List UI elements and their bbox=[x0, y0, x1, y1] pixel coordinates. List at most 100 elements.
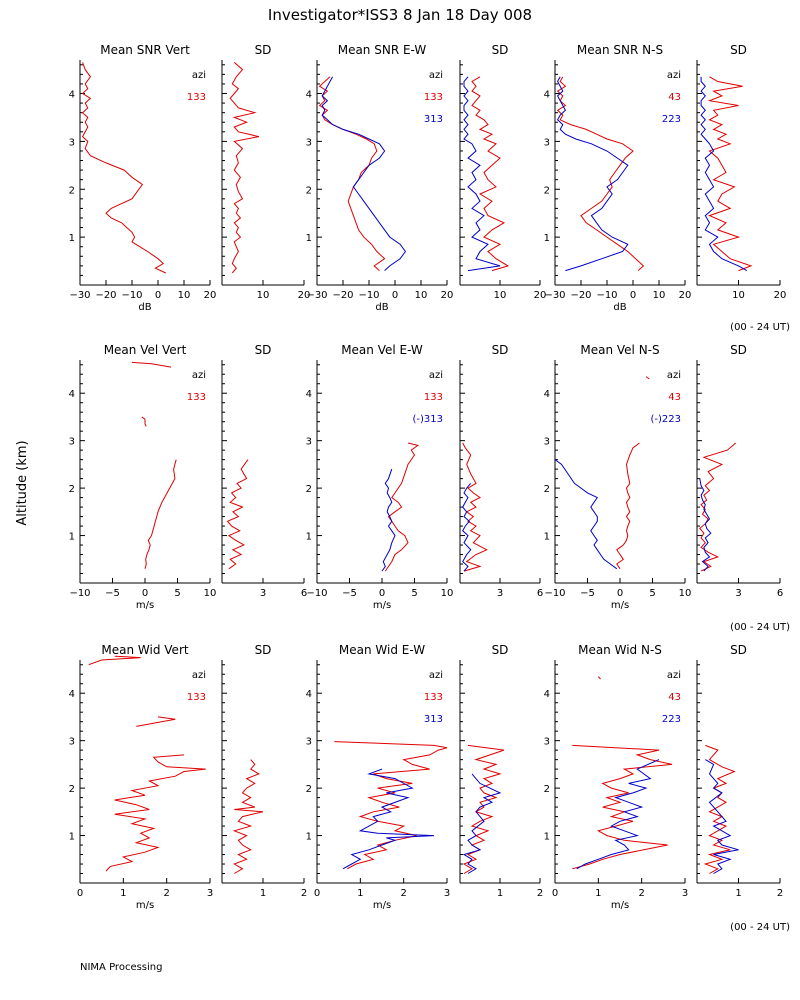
y-tick-label: 3 bbox=[544, 137, 550, 148]
panel-velocity-3: SD 3 6 bbox=[459, 343, 543, 599]
series-line-313 bbox=[462, 483, 472, 572]
series-line-43 bbox=[616, 442, 640, 570]
legend-entry: 43 bbox=[668, 692, 681, 703]
panel-title: Mean Vel E-W bbox=[341, 343, 423, 357]
panel-velocity-5: SD 3 6 bbox=[696, 343, 783, 599]
x-tick-label: 1 bbox=[735, 888, 741, 899]
x-tick-label: 10 bbox=[732, 290, 745, 301]
y-tick-label: 3 bbox=[69, 737, 75, 748]
x-axis-label: dB bbox=[375, 302, 388, 313]
panel-velocity-0: Mean Vel Vert 1 2 3 4 −10 −5 0 5 10 m/s azi 133 bbox=[69, 343, 217, 611]
y-tick-label: 1 bbox=[544, 532, 550, 543]
x-tick-label: 0 bbox=[552, 888, 558, 899]
x-tick-label: 0 bbox=[142, 588, 148, 599]
y-tick-label: 2 bbox=[306, 484, 312, 495]
series-line-133 bbox=[462, 744, 505, 874]
series-line-133 bbox=[384, 442, 419, 572]
y-tick-label: 2 bbox=[306, 185, 312, 196]
x-axis-label: m/s bbox=[611, 600, 629, 611]
y-tick-label: 2 bbox=[544, 484, 550, 495]
x-tick-label: 2 bbox=[777, 888, 783, 899]
legend-header: azi bbox=[667, 70, 681, 81]
y-tick-label: 1 bbox=[69, 832, 75, 843]
y-tick-label: 2 bbox=[544, 185, 550, 196]
series-line-43 bbox=[707, 76, 753, 272]
series-line-133 bbox=[232, 759, 264, 874]
series-line-133 bbox=[105, 754, 206, 872]
x-tick-label: −20 bbox=[570, 290, 591, 301]
y-tick-label: 4 bbox=[544, 389, 550, 400]
legend-header: azi bbox=[192, 70, 206, 81]
y-tick-label: 4 bbox=[306, 689, 312, 700]
y-tick-label: 1 bbox=[306, 832, 312, 843]
panel-title: Mean Vel N-S bbox=[580, 343, 659, 357]
series-line-43b bbox=[645, 376, 650, 380]
panel-width-4: Mean Wid N-S 1 2 3 4 0 1 2 3 m/s azi 43 223 bbox=[544, 643, 689, 911]
legend-header: azi bbox=[192, 670, 206, 681]
y-tick-label: 1 bbox=[306, 233, 312, 244]
panel-snr-3: SD 10 20 bbox=[459, 43, 546, 301]
x-tick-label: −5 bbox=[105, 588, 120, 599]
panel-snr-0: Mean SNR Vert 1 2 3 4 −30 −20 −10 0 10 20 dB azi 133 bbox=[69, 43, 217, 313]
series-line-43 bbox=[572, 744, 673, 870]
panel-title: Mean Vel Vert bbox=[104, 343, 187, 357]
legend-entry: 133 bbox=[187, 92, 206, 103]
x-tick-label: 20 bbox=[298, 290, 311, 301]
series-line-133 bbox=[462, 442, 488, 572]
x-tick-label: −10 bbox=[69, 588, 90, 599]
series-line-223 bbox=[700, 76, 748, 272]
panel-velocity-2: Mean Vel E-W 1 2 3 4 −10 −5 0 5 10 m/s azi 133 (-)313 bbox=[306, 343, 454, 611]
series-line-223 bbox=[556, 76, 629, 272]
series-line-223 bbox=[554, 459, 618, 570]
x-tick-label: 0 bbox=[379, 588, 385, 599]
x-tick-label: 3 bbox=[682, 888, 688, 899]
series-line-223 bbox=[699, 478, 712, 572]
series-line-223 bbox=[705, 759, 739, 874]
x-tick-label: 5 bbox=[174, 588, 180, 599]
x-tick-label: 1 bbox=[595, 888, 601, 899]
series-line-313 bbox=[463, 76, 501, 272]
series-line-133 bbox=[334, 741, 448, 870]
y-tick-label: 4 bbox=[544, 90, 550, 101]
panel-width-2: Mean Wid E-W 1 2 3 4 0 1 2 3 m/s azi 133 313 bbox=[306, 643, 451, 911]
x-tick-label: 3 bbox=[735, 588, 741, 599]
series-line-43b bbox=[597, 676, 601, 680]
series-line-313 bbox=[342, 768, 435, 870]
panel-snr-2: Mean SNR E-W 1 2 3 4 −30 −20 −10 0 10 20 dB azi 133 31… bbox=[306, 43, 454, 313]
x-tick-label: 6 bbox=[537, 588, 543, 599]
x-axis-label: m/s bbox=[136, 600, 154, 611]
panel-velocity-1: SD 3 6 bbox=[221, 343, 307, 599]
panel-title: Mean Wid Vert bbox=[101, 643, 188, 657]
x-axis-label: m/s bbox=[611, 900, 629, 911]
y-tick-label: 3 bbox=[69, 437, 75, 448]
x-tick-label: −5 bbox=[580, 588, 595, 599]
x-tick-label: 10 bbox=[679, 588, 692, 599]
ut-note-row-1: (00 - 24 UT) bbox=[730, 322, 790, 333]
y-tick-label: 2 bbox=[306, 784, 312, 795]
x-tick-label: 2 bbox=[638, 888, 644, 899]
x-tick-label: 0 bbox=[630, 290, 636, 301]
panel-title: SD bbox=[730, 643, 747, 657]
legend-entry: 133 bbox=[187, 392, 206, 403]
ut-note-row-3: (00 - 24 UT) bbox=[730, 922, 790, 933]
y-tick-label: 3 bbox=[306, 137, 312, 148]
series-line-313 bbox=[321, 76, 407, 271]
panel-title: SD bbox=[492, 343, 509, 357]
x-tick-label: −20 bbox=[95, 290, 116, 301]
panel-title: SD bbox=[492, 643, 509, 657]
legend-entry: 313 bbox=[424, 714, 443, 725]
x-tick-label: 2 bbox=[537, 888, 543, 899]
y-tick-label: 2 bbox=[544, 784, 550, 795]
y-tick-label: 4 bbox=[69, 389, 75, 400]
x-tick-label: −10 bbox=[596, 290, 617, 301]
panel-title: SD bbox=[255, 43, 272, 57]
series-line-133 bbox=[471, 76, 510, 272]
x-tick-label: 1 bbox=[497, 888, 503, 899]
panel-title: SD bbox=[730, 343, 747, 357]
x-tick-label: −30 bbox=[306, 290, 327, 301]
series-line-223 bbox=[576, 759, 660, 870]
series-line-133b bbox=[136, 716, 176, 727]
x-tick-label: 2 bbox=[400, 888, 406, 899]
